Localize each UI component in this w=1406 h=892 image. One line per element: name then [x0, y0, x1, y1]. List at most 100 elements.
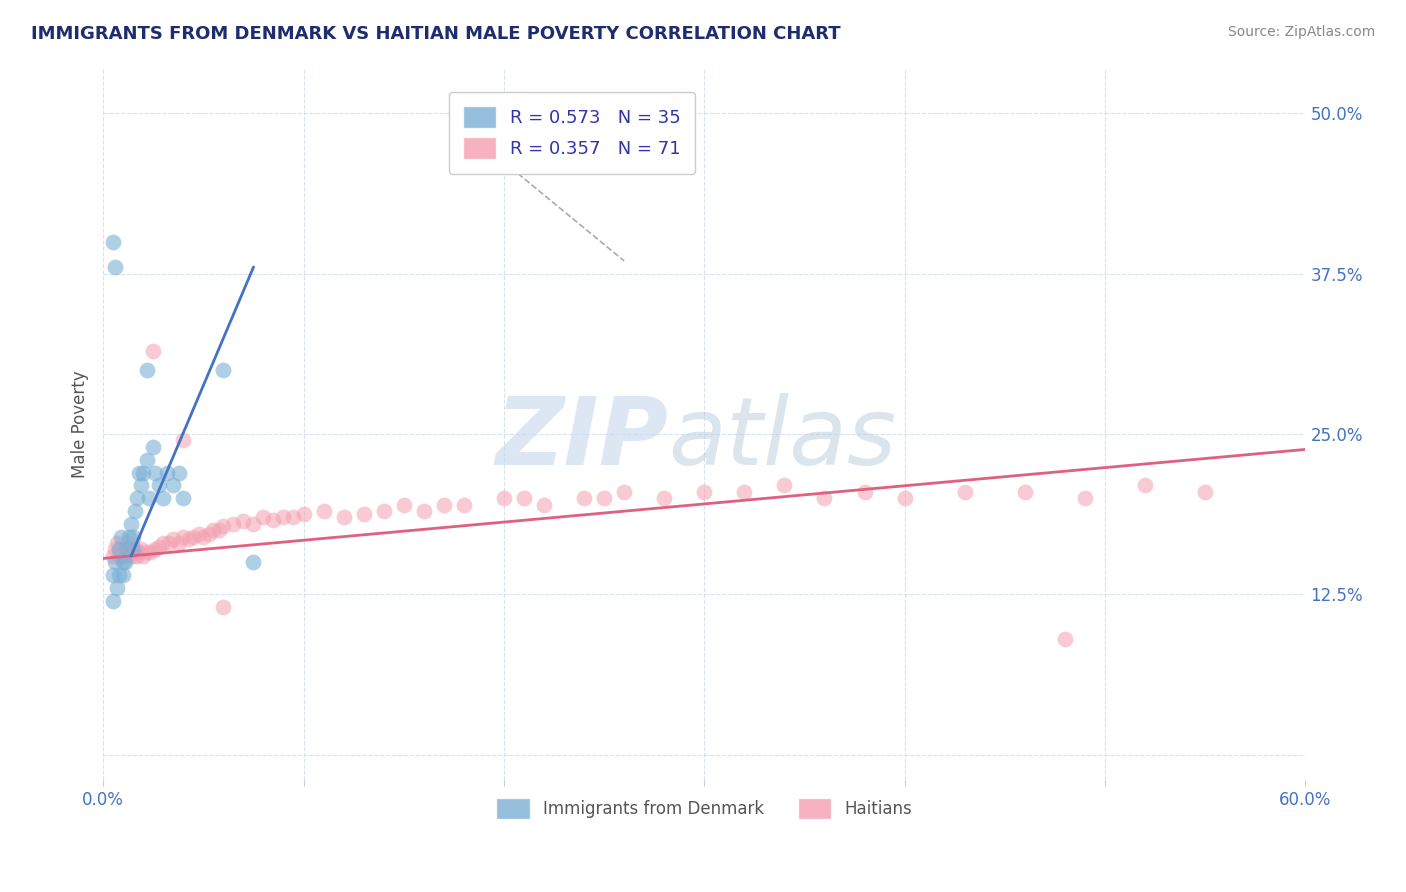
Point [129, 478, 152, 492]
Point [1074, 491, 1097, 505]
Text: IMMIGRANTS FROM DENMARK VS HAITIAN MALE POVERTY CORRELATION CHART: IMMIGRANTS FROM DENMARK VS HAITIAN MALE … [31, 25, 841, 43]
Point [132, 466, 155, 480]
Point [105, 581, 128, 595]
Point [101, 568, 124, 582]
Point [108, 549, 131, 563]
Point [292, 507, 315, 521]
Point [122, 530, 145, 544]
Point [222, 516, 245, 531]
Point [813, 491, 835, 505]
Point [169, 466, 191, 480]
Point [148, 478, 170, 492]
Point [136, 363, 159, 377]
Point [162, 532, 184, 546]
Point [156, 466, 179, 480]
Point [124, 504, 146, 518]
Point [129, 542, 152, 557]
Point [172, 491, 194, 505]
Point [124, 542, 146, 557]
Point [172, 434, 194, 448]
Point [492, 491, 515, 505]
Point [242, 516, 264, 531]
Point [169, 536, 191, 550]
Point [122, 549, 145, 563]
Point [392, 498, 415, 512]
Text: ZIP: ZIP [495, 392, 668, 484]
Point [104, 542, 127, 557]
Point [212, 600, 235, 615]
Point [853, 484, 876, 499]
Point [112, 568, 135, 582]
Point [208, 523, 231, 537]
Point [212, 519, 235, 533]
Point [143, 466, 166, 480]
Point [143, 542, 166, 557]
Legend: Immigrants from Denmark, Haitians: Immigrants from Denmark, Haitians [489, 792, 918, 825]
Point [148, 540, 170, 554]
Point [142, 440, 165, 454]
Point [212, 363, 235, 377]
Point [1194, 484, 1216, 499]
Point [101, 549, 124, 563]
Point [101, 235, 124, 249]
Point [188, 527, 211, 541]
Point [193, 530, 215, 544]
Point [138, 491, 160, 505]
Point [433, 498, 456, 512]
Point [157, 536, 180, 550]
Point [108, 542, 131, 557]
Point [110, 542, 132, 557]
Point [733, 484, 755, 499]
Point [613, 484, 636, 499]
Point [412, 504, 434, 518]
Point [572, 491, 595, 505]
Point [132, 549, 155, 563]
Point [533, 498, 555, 512]
Point [112, 555, 135, 569]
Point [242, 555, 264, 569]
Point [773, 478, 796, 492]
Point [179, 532, 201, 546]
Point [104, 555, 127, 569]
Point [115, 542, 138, 557]
Point [693, 484, 716, 499]
Point [105, 536, 128, 550]
Point [152, 536, 174, 550]
Point [373, 504, 395, 518]
Point [1053, 632, 1076, 647]
Point [141, 545, 163, 559]
Point [127, 549, 149, 563]
Point [101, 593, 124, 607]
Point [152, 491, 174, 505]
Point [513, 491, 536, 505]
Point [128, 545, 150, 559]
Point [953, 484, 976, 499]
Point [115, 536, 138, 550]
Point [181, 530, 204, 544]
Point [198, 527, 221, 541]
Text: Source: ZipAtlas.com: Source: ZipAtlas.com [1227, 25, 1375, 39]
Point [262, 513, 284, 527]
Point [162, 478, 184, 492]
Point [128, 466, 150, 480]
Point [172, 530, 194, 544]
Point [252, 510, 274, 524]
Point [110, 530, 132, 544]
Point [593, 491, 616, 505]
Point [273, 510, 295, 524]
Point [353, 507, 375, 521]
Point [120, 516, 142, 531]
Point [136, 545, 159, 559]
Point [202, 523, 225, 537]
Point [122, 542, 145, 557]
Point [893, 491, 915, 505]
Point [1133, 478, 1156, 492]
Point [142, 343, 165, 358]
Point [453, 498, 475, 512]
Point [118, 530, 141, 544]
Y-axis label: Male Poverty: Male Poverty [72, 370, 89, 478]
Point [112, 549, 135, 563]
Point [104, 260, 127, 275]
Point [118, 549, 141, 563]
Point [127, 491, 149, 505]
